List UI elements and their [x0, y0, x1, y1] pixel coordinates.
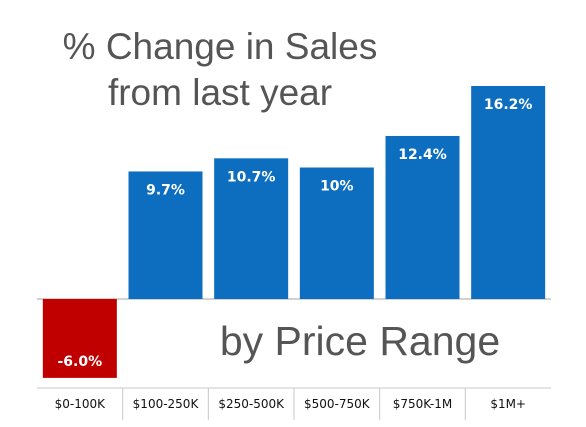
bar — [128, 171, 203, 299]
bar — [385, 135, 460, 299]
bar-value-label: 10% — [320, 179, 354, 195]
bar-value-label: -6.0% — [58, 354, 103, 370]
chart-subtitle: by Price Range — [219, 318, 501, 364]
bar — [214, 158, 289, 299]
bar — [299, 167, 374, 299]
category-label: $100-250K — [133, 397, 200, 411]
chart-title-line2: from last year — [107, 72, 333, 113]
bar-value-label: 12.4% — [398, 147, 447, 163]
bar-value-label: 9.7% — [146, 182, 185, 198]
bar-value-label: 10.7% — [227, 169, 276, 185]
category-label: $750K-1M — [393, 397, 452, 411]
category-label: $250-500K — [218, 397, 285, 411]
category-label: $1M+ — [490, 397, 526, 411]
category-label: $500-750K — [304, 397, 371, 411]
bar — [471, 86, 546, 299]
bar — [42, 299, 117, 378]
bar-value-label: 16.2% — [484, 97, 533, 113]
category-label: $0-100K — [55, 397, 107, 411]
chart-title: % Change in Sales — [62, 26, 378, 67]
